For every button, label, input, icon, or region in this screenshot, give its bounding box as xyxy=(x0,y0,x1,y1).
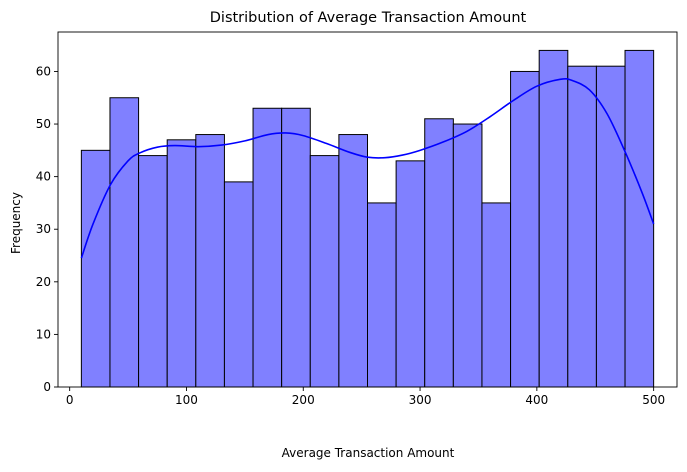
histogram-bar xyxy=(195,134,225,388)
y-tick-label: 10 xyxy=(36,327,51,341)
kde-layer xyxy=(80,77,655,259)
plot-frame xyxy=(57,31,678,388)
histogram-bar xyxy=(281,107,311,388)
x-axis-label: Average Transaction Amount xyxy=(282,446,455,460)
y-axis-label: Frequency xyxy=(9,192,23,254)
axes-layer xyxy=(57,31,678,388)
bars-layer xyxy=(80,49,655,388)
histogram-bar xyxy=(80,149,111,388)
y-tick-label: 20 xyxy=(36,275,51,289)
x-tick-label: 400 xyxy=(525,393,548,407)
y-tick-label: 60 xyxy=(36,64,51,78)
x-tick-label: 200 xyxy=(292,393,315,407)
histogram-bar xyxy=(567,65,597,388)
y-tick-label: 0 xyxy=(43,380,51,394)
histogram-bar xyxy=(481,202,512,388)
histogram-bar xyxy=(166,139,197,388)
histogram-bar xyxy=(510,70,540,388)
kde-line xyxy=(80,77,655,259)
histogram-bar xyxy=(367,202,397,388)
histogram-bar xyxy=(223,181,254,388)
x-tick-label: 300 xyxy=(409,393,432,407)
histogram-bar xyxy=(338,134,369,388)
x-tick-label: 500 xyxy=(642,393,665,407)
histogram-bar xyxy=(395,160,426,388)
histogram-bar xyxy=(309,155,340,388)
histogram-bar xyxy=(452,123,483,388)
y-tick-label: 40 xyxy=(36,170,51,184)
chart-title: Distribution of Average Transaction Amou… xyxy=(210,10,527,26)
y-ticks-layer: 0 10 20 30 40 50 60 xyxy=(36,64,58,394)
histogram-bar xyxy=(595,65,626,388)
histogram-bar xyxy=(252,107,283,388)
x-ticks-layer: 0 100 200 300 400 500 xyxy=(66,387,665,407)
x-tick-label: 100 xyxy=(175,393,198,407)
histogram-bar xyxy=(538,49,569,388)
histogram-bar xyxy=(138,155,168,388)
histogram-bar xyxy=(424,118,454,388)
histogram-bar xyxy=(624,49,655,388)
x-tick-label: 0 xyxy=(66,393,74,407)
y-tick-label: 50 xyxy=(36,117,51,131)
histogram-bar xyxy=(109,97,140,388)
y-tick-label: 30 xyxy=(36,222,51,236)
